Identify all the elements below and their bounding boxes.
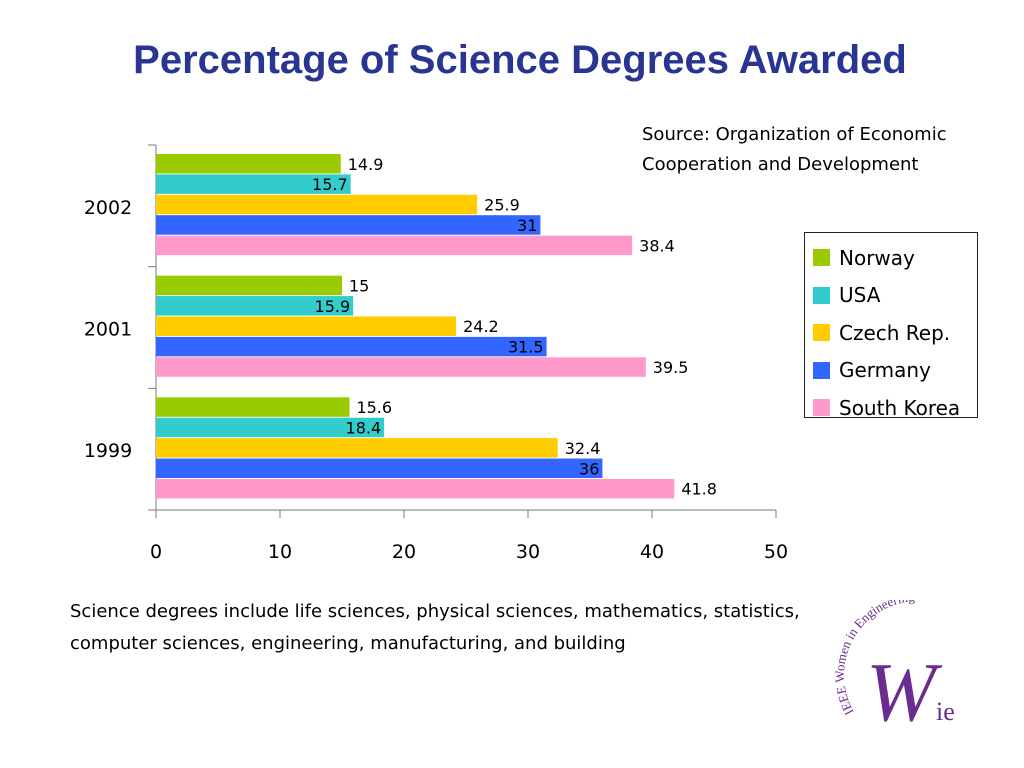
bar-norway-2002	[156, 154, 341, 174]
legend-swatch-usa	[813, 286, 830, 304]
logo-mark-suffix: ie	[936, 697, 955, 726]
category-label: 2002	[84, 197, 132, 219]
legend-label-norway: Norway	[839, 245, 915, 270]
x-tick-label: 30	[516, 541, 540, 563]
bar-czech-rep-2002	[156, 194, 478, 215]
bar-norway-2001	[156, 275, 342, 296]
data-label-czech-rep-1999: 32.4	[565, 439, 601, 458]
category-label: 2001	[84, 319, 132, 341]
data-label-usa-2001: 15.9	[315, 297, 351, 316]
data-label-usa-1999: 18.4	[346, 418, 382, 437]
x-tick-label: 10	[268, 541, 292, 563]
source-note: Source: Organization of Economic Coopera…	[642, 124, 947, 175]
x-tick-label: 50	[764, 541, 788, 563]
logo-mark: W	[866, 646, 943, 730]
legend-label-germany: Germany	[839, 358, 931, 383]
legend-label-usa: USA	[839, 283, 881, 308]
legend-label-czech-rep: Czech Rep.	[839, 320, 951, 345]
ieee-wie-logo: IEEE Women in Engineering W ie	[832, 600, 955, 730]
science-degrees-note: Science degrees include life sciences, p…	[70, 601, 800, 654]
legend-swatch-germany	[813, 361, 830, 379]
bar-usa-2001	[156, 296, 354, 316]
data-label-czech-rep-2001: 24.2	[463, 317, 499, 336]
bar-south-korea-2002	[156, 235, 633, 256]
chart-legend: Norway USA Czech Rep. Germany South Kore…	[804, 232, 978, 420]
data-label-south-korea-2002: 38.4	[639, 236, 675, 255]
data-label-norway-1999: 15.6	[356, 398, 392, 417]
bar-czech-rep-2001	[156, 316, 457, 336]
data-label-south-korea-1999: 41.8	[681, 480, 717, 499]
bar-germany-1999	[156, 458, 603, 479]
data-label-germany-1999: 36	[579, 459, 599, 478]
bar-south-korea-2001	[156, 357, 646, 377]
data-label-usa-2002: 15.7	[312, 175, 348, 194]
bar-czech-rep-1999	[156, 438, 558, 458]
bar-usa-2002	[156, 174, 351, 194]
legend-swatch-south-korea	[813, 399, 830, 417]
bar-germany-2002	[156, 215, 541, 235]
bar-norway-1999	[156, 397, 350, 417]
data-label-germany-2002: 31	[517, 216, 537, 235]
x-tick-label: 40	[640, 541, 664, 563]
legend-item-south-korea: South Korea	[805, 389, 977, 427]
legend-item-germany: Germany	[805, 352, 977, 390]
legend-swatch-czech-rep	[813, 324, 830, 342]
x-tick-label: 20	[392, 541, 416, 563]
legend-item-usa: USA	[805, 277, 977, 315]
slide-title: Percentage of Science Degrees Awarded	[133, 38, 907, 82]
legend-label-south-korea: South Korea	[839, 395, 961, 420]
x-tick-label: 0	[150, 541, 162, 563]
legend-item-czech-rep: Czech Rep.	[805, 314, 977, 352]
data-label-czech-rep-2002: 25.9	[484, 196, 520, 215]
legend-item-norway: Norway	[805, 239, 977, 277]
data-label-south-korea-2001: 39.5	[653, 358, 689, 377]
category-label: 1999	[84, 440, 132, 462]
data-label-germany-2001: 31.5	[508, 338, 544, 357]
data-label-norway-2002: 14.9	[348, 155, 384, 174]
bar-germany-2001	[156, 336, 547, 357]
data-label-norway-2001: 15	[349, 276, 369, 295]
legend-swatch-norway	[813, 249, 830, 267]
bar-usa-1999	[156, 417, 385, 438]
bar-south-korea-1999	[156, 478, 675, 499]
